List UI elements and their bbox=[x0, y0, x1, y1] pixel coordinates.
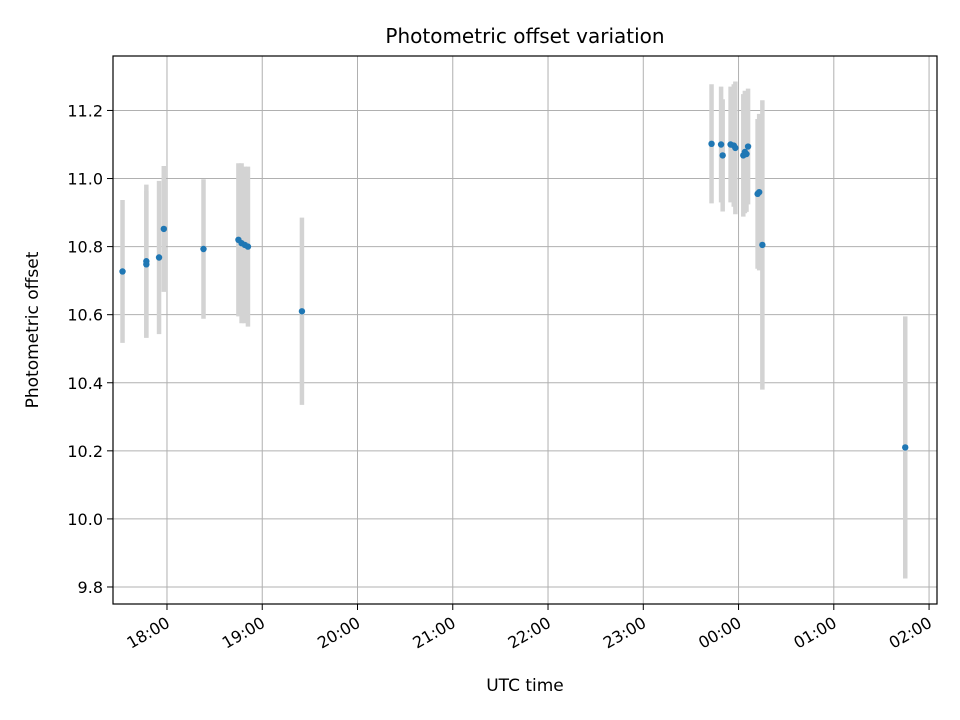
y-axis-label: Photometric offset bbox=[23, 251, 43, 408]
y-tick-label: 11.0 bbox=[67, 170, 103, 189]
y-tick-label: 10.4 bbox=[67, 374, 103, 393]
data-point bbox=[719, 152, 726, 159]
plot-frame bbox=[112, 55, 938, 605]
chart-title: Photometric offset variation bbox=[385, 24, 664, 48]
data-point bbox=[708, 140, 715, 148]
data-point bbox=[902, 444, 909, 451]
data-point bbox=[743, 150, 750, 158]
y-tick-label: 10.0 bbox=[67, 510, 103, 529]
y-tick-label: 11.2 bbox=[67, 101, 103, 120]
y-tick-label: 10.6 bbox=[67, 306, 103, 325]
data-point bbox=[298, 308, 306, 315]
data-point bbox=[119, 268, 126, 275]
data-point bbox=[744, 143, 752, 150]
data-point bbox=[755, 188, 763, 196]
data-point bbox=[160, 225, 168, 233]
data-point bbox=[143, 261, 150, 268]
data-point bbox=[155, 254, 163, 261]
data-point bbox=[244, 243, 252, 250]
y-tick-label: 9.8 bbox=[78, 578, 103, 597]
x-axis-label: UTC time bbox=[486, 676, 564, 696]
data-point bbox=[200, 245, 207, 253]
y-axis: 9.8 10.0 10.2 10.4 10.6 10.8 11.0 11.2 bbox=[67, 101, 113, 597]
y-tick-label: 10.2 bbox=[67, 442, 103, 461]
data-point bbox=[717, 141, 725, 148]
data-point bbox=[732, 144, 739, 152]
grid bbox=[113, 56, 937, 604]
data-point bbox=[759, 241, 766, 249]
y-tick-label: 10.8 bbox=[67, 238, 103, 257]
data-points bbox=[119, 140, 909, 451]
